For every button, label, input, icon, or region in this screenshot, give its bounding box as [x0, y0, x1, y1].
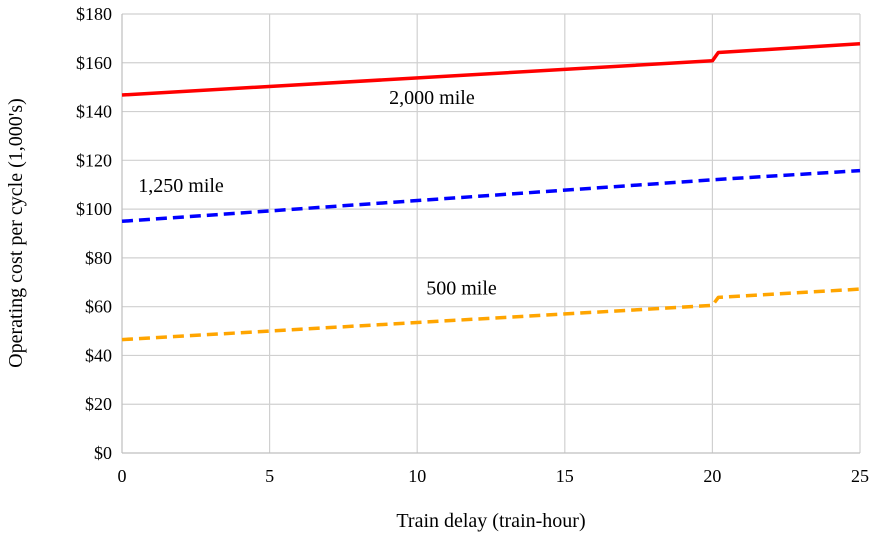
y-tick-label: $60: [85, 297, 112, 317]
x-tick-label: 25: [851, 466, 869, 486]
y-tick-label: $140: [76, 102, 112, 122]
x-tick-label: 10: [408, 466, 426, 486]
series-label-2: 1,250 mile: [138, 175, 224, 197]
x-tick-label: 0: [118, 466, 127, 486]
x-tick-label: 15: [556, 466, 574, 486]
y-tick-label: $100: [76, 199, 112, 219]
series-line-3: [121, 287, 861, 342]
series-label-3: 500 mile: [426, 277, 497, 299]
series-line-2: [121, 168, 861, 224]
y-tick-label: $20: [85, 394, 112, 414]
series-labels: 2,000 mile 1,250 mile 500 mile: [138, 87, 497, 299]
y-tick-label: $40: [85, 345, 112, 365]
y-tick-label: $180: [76, 4, 112, 24]
x-tick-label: 5: [265, 466, 274, 486]
grid: [122, 13, 861, 453]
y-axis-title: Operating cost per cycle (1,000's): [5, 98, 27, 368]
axes: $0 $20 $40 $60 $80 $100 $120 $140 $160 $180 0 5 10 15…: [76, 4, 869, 486]
series-lines: [121, 42, 861, 342]
x-axis-title: Train delay (train-hour): [396, 510, 585, 532]
y-tick-label: $160: [76, 53, 112, 73]
y-tick-label: $120: [76, 150, 112, 170]
series-line-1: [121, 42, 861, 97]
y-tick-label: $0: [94, 443, 112, 463]
x-tick-label: 20: [703, 466, 721, 486]
y-tick-label: $80: [85, 248, 112, 268]
series-label-1: 2,000 mile: [389, 87, 475, 109]
